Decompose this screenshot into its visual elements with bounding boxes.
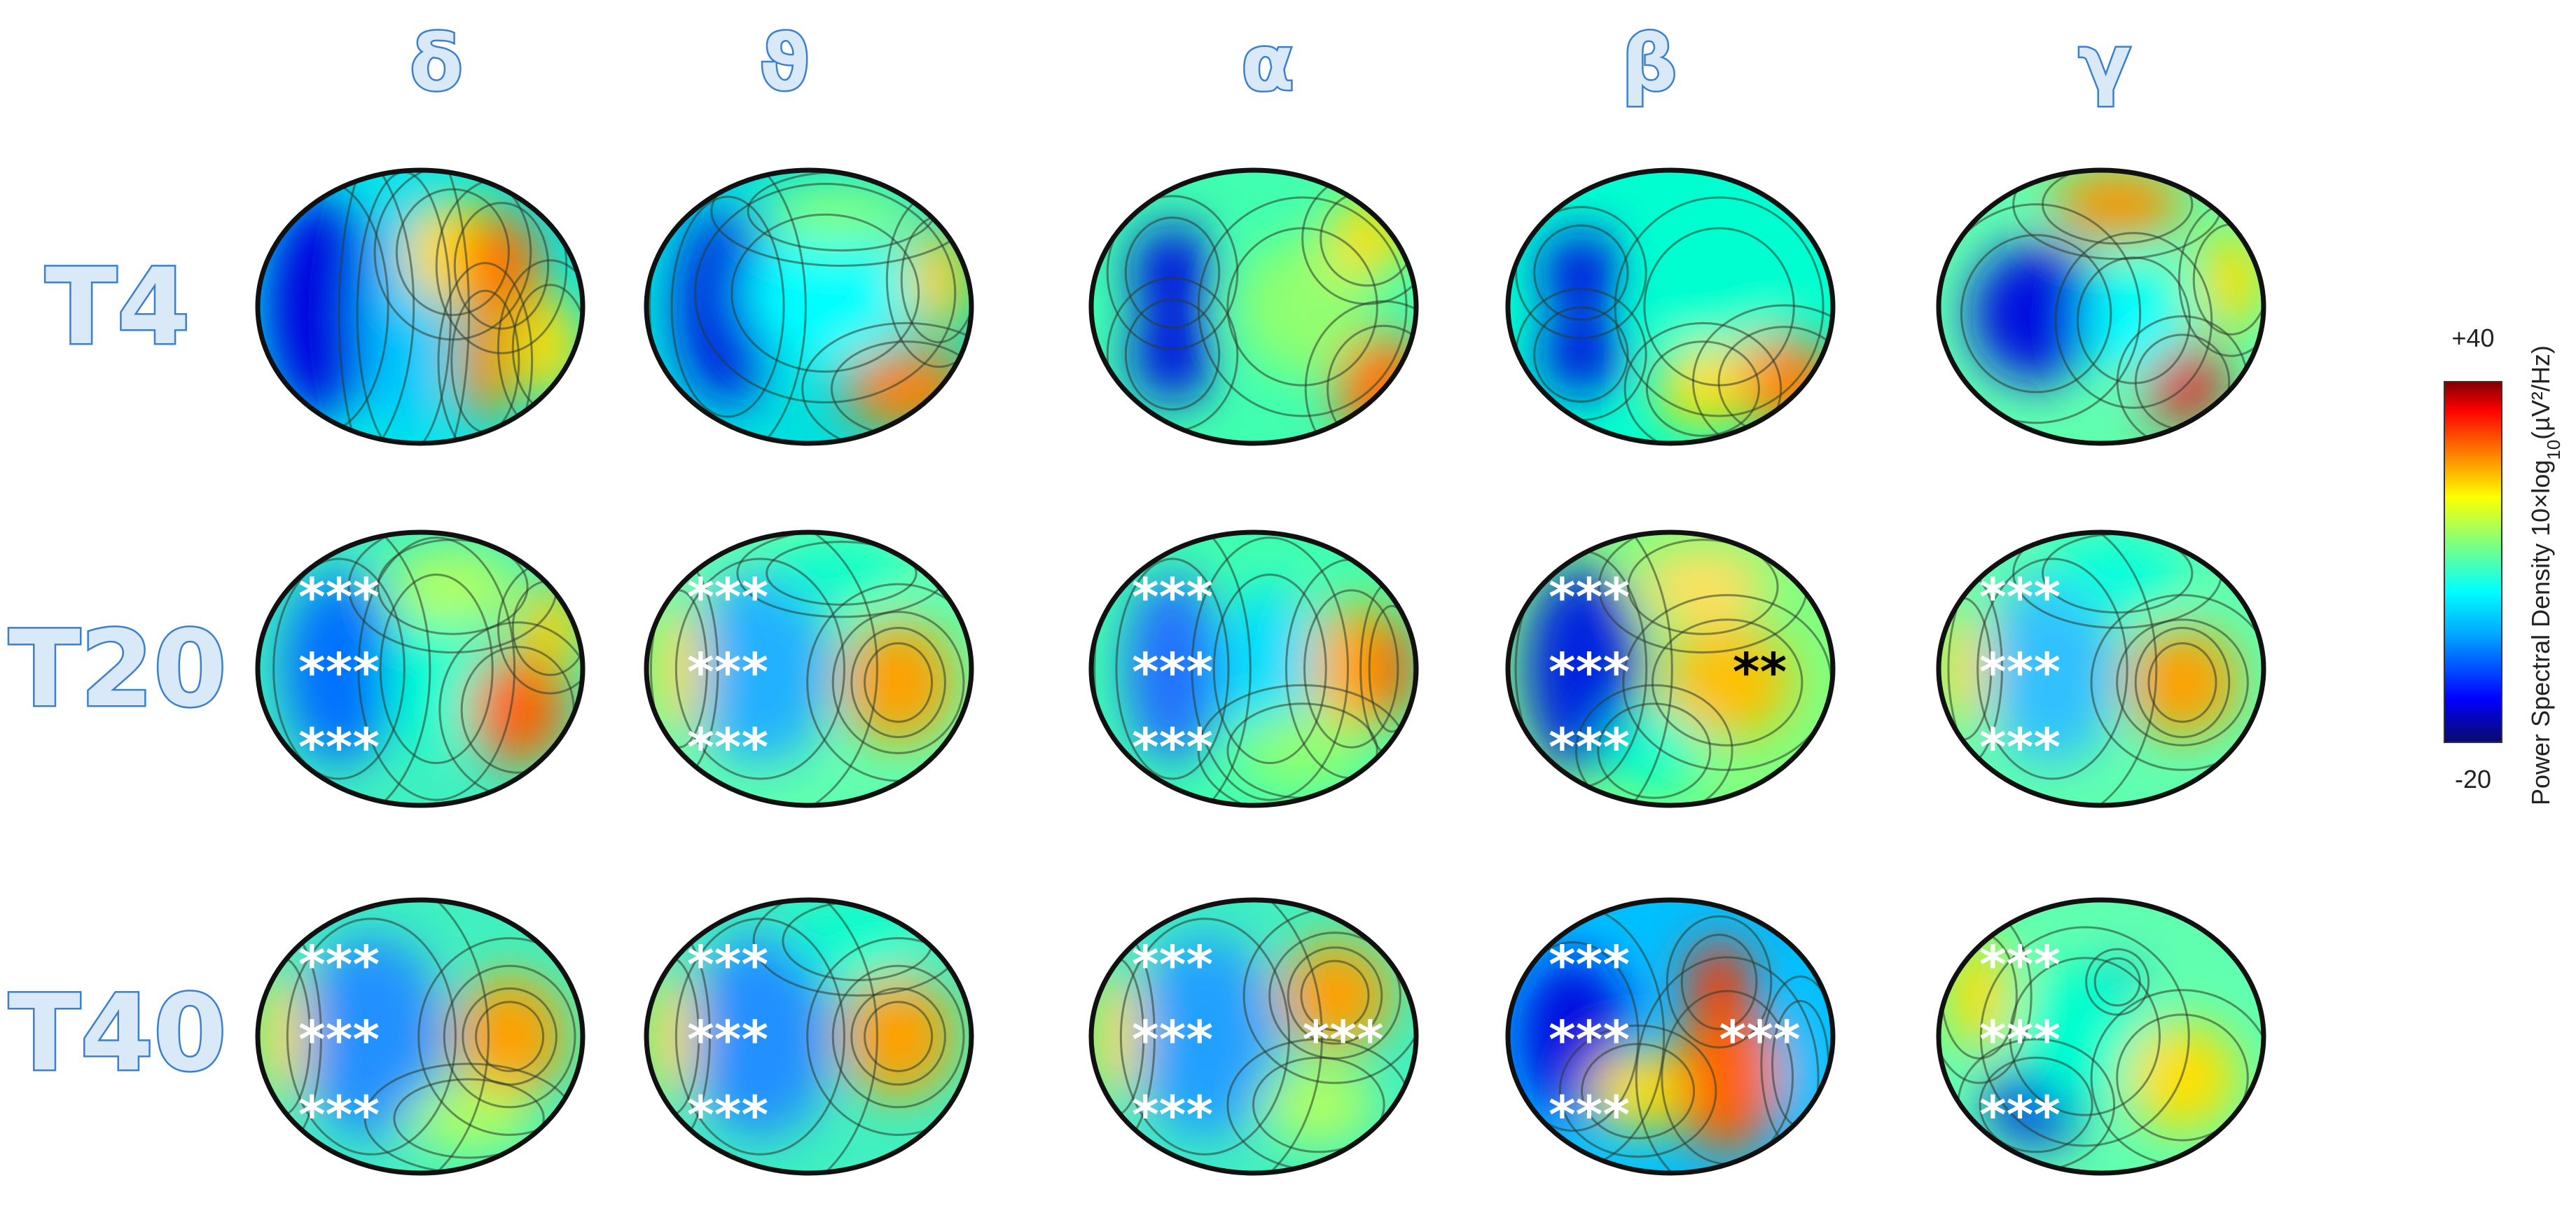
significance-marker: *** <box>1549 717 1630 777</box>
significance-marker: *** <box>298 642 380 702</box>
topomap-t20-theta <box>644 529 974 808</box>
significance-marker: *** <box>298 1085 380 1145</box>
band-header-beta: β <box>1622 18 1677 108</box>
topomap-t20-alpha <box>1088 529 1419 808</box>
significance-marker: *** <box>687 1085 768 1145</box>
topomap-t40-gamma <box>1936 897 2266 1176</box>
significance-marker: *** <box>1132 567 1213 628</box>
topomap-t40-delta <box>255 897 586 1176</box>
topomap-t4-gamma <box>1936 167 2266 446</box>
significance-marker-right: *** <box>1303 1010 1384 1070</box>
significance-marker: *** <box>1979 567 2061 628</box>
significance-marker: *** <box>1549 935 1630 995</box>
row-label-t20: T20 <box>8 609 226 730</box>
topomap-t20-gamma <box>1936 529 2266 808</box>
significance-marker: *** <box>298 717 380 777</box>
significance-marker: *** <box>1979 717 2061 777</box>
topomap-t4-beta <box>1505 167 1836 446</box>
significance-marker: *** <box>1549 1085 1630 1145</box>
band-header-alpha: α <box>1241 18 1294 108</box>
significance-marker: *** <box>687 1010 768 1070</box>
topomap-t20-delta <box>255 529 586 808</box>
colorbar-min-label: -20 <box>2455 765 2491 793</box>
significance-marker-right: ** <box>1733 642 1787 702</box>
significance-marker: *** <box>298 1010 380 1070</box>
topomap-t40-beta <box>1505 897 1836 1176</box>
topomap-t4-alpha <box>1088 167 1419 446</box>
colorbar-gradient <box>2444 381 2502 743</box>
significance-marker: *** <box>1132 1085 1213 1145</box>
topomap-t40-theta <box>644 897 974 1176</box>
significance-marker: *** <box>1132 935 1213 995</box>
significance-marker: *** <box>1979 642 2061 702</box>
significance-marker: *** <box>1132 717 1213 777</box>
topomap-grid <box>255 167 2266 1176</box>
significance-marker: *** <box>1979 935 2061 995</box>
significance-marker: *** <box>687 717 768 777</box>
significance-marker: *** <box>1979 1010 2061 1070</box>
band-header-delta: δ <box>410 18 463 108</box>
significance-marker: *** <box>1132 1010 1213 1070</box>
colorbar-axis-label: Power Spectral Density 10×log10(µV²/Hz) <box>2526 345 2564 805</box>
topomap-t4-delta <box>255 167 586 446</box>
significance-marker: *** <box>1549 642 1630 702</box>
band-header-gamma: γ <box>2079 18 2131 108</box>
significance-marker: *** <box>1132 642 1213 702</box>
row-label-t40: T40 <box>8 973 226 1095</box>
band-header-theta: ϑ <box>759 18 810 108</box>
significance-marker: *** <box>298 935 380 995</box>
timepoint-labels: T4 T20 T40 <box>7 245 228 1097</box>
topomap-t20-beta <box>1505 529 1836 808</box>
band-headers: δ ϑ α β γ <box>408 17 2133 110</box>
significance-marker: *** <box>298 567 380 628</box>
colorbar-max-label: +40 <box>2451 324 2494 352</box>
significance-marker: *** <box>687 567 768 628</box>
significance-marker: *** <box>1549 1010 1630 1070</box>
significance-marker: *** <box>1979 1085 2061 1145</box>
significance-marker: *** <box>687 642 768 702</box>
significance-markers: ****************************************… <box>298 567 2061 1146</box>
row-label-t4: T4 <box>46 247 191 368</box>
significance-marker: *** <box>687 935 768 995</box>
topomap-t40-alpha <box>1088 897 1419 1176</box>
topomap-t4-theta <box>644 167 974 446</box>
significance-marker: *** <box>1549 567 1630 628</box>
significance-marker-right: *** <box>1719 1010 1801 1070</box>
colorbar: +40 -20 Power Spectral Density 10×log10(… <box>2444 324 2564 805</box>
